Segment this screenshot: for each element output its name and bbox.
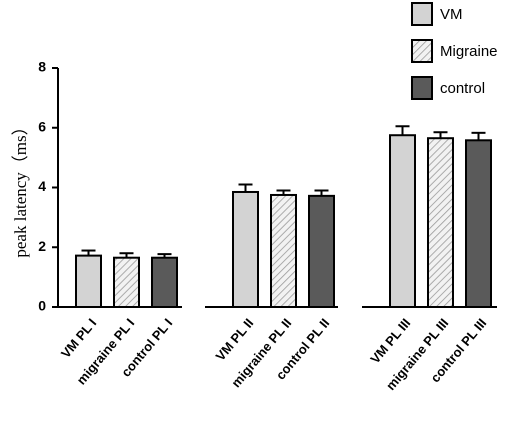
legend-swatch [411, 39, 433, 63]
bar [465, 139, 492, 308]
y-tick-label: 8 [38, 59, 46, 75]
bar [389, 134, 416, 308]
legend-swatch [411, 76, 433, 100]
legend-label: control [440, 80, 485, 97]
bar [308, 194, 335, 309]
bar [232, 190, 259, 308]
y-tick-label: 4 [38, 178, 46, 194]
bar [113, 256, 140, 308]
bar [427, 137, 454, 308]
y-axis-label: peak latency（ms） [11, 118, 30, 257]
bar [75, 254, 102, 309]
legend-label: VM [440, 6, 463, 23]
y-tick-label: 2 [38, 238, 46, 254]
y-tick-label: 0 [38, 298, 46, 314]
y-tick-label: 6 [38, 118, 46, 134]
legend-swatch [411, 2, 433, 26]
bar [151, 256, 178, 308]
legend-label: Migraine [440, 43, 498, 60]
bar [270, 193, 297, 308]
